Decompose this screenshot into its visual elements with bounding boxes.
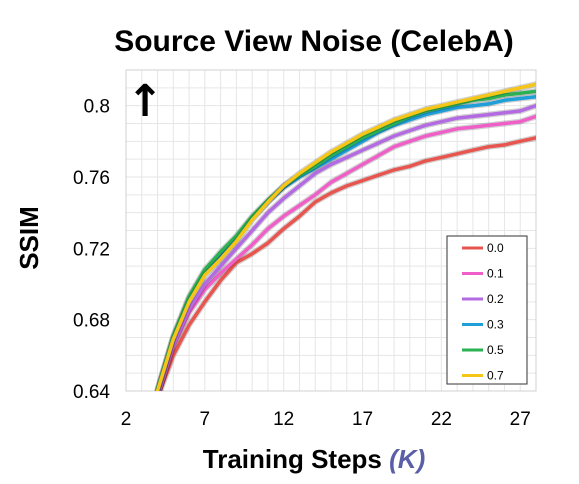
- series-line-0.1: [157, 114, 536, 391]
- legend-label: 0.7: [487, 369, 504, 383]
- x-tick-label: 27: [510, 409, 531, 430]
- series-group: [154, 81, 536, 391]
- y-tick-label: 0.72: [73, 239, 110, 260]
- y-tick-label: 0.64: [73, 382, 110, 403]
- legend-label: 0.1: [487, 267, 504, 281]
- y-tick-label: 0.8: [84, 97, 110, 118]
- legend: 0.0 0.1 0.2 0.3 0.5 0.7: [446, 235, 528, 385]
- x-axis-unit: (K): [389, 444, 425, 474]
- series-line-0.3: [155, 94, 536, 391]
- series-line-0.2: [157, 103, 536, 391]
- x-tick-labels: 2 7 12 17 22 27: [121, 409, 531, 430]
- series-line-0.5: [155, 89, 536, 391]
- x-tick-label: 12: [273, 409, 294, 430]
- up-arrow-icon: ↑: [127, 76, 164, 127]
- y-axis-label: SSIM: [14, 206, 44, 270]
- legend-label: 0.2: [487, 292, 504, 306]
- y-tick-labels: 0.64 0.68 0.72 0.76 0.8: [73, 97, 110, 403]
- legend-label: 0.3: [487, 318, 504, 332]
- x-axis-label: Training Steps (K): [203, 444, 425, 474]
- x-tick-label: 2: [121, 409, 132, 430]
- chart-title: Source View Noise (CelebA): [114, 25, 514, 58]
- legend-box: [446, 235, 528, 385]
- plot-area: [125, 69, 537, 392]
- x-tick-label: 7: [200, 409, 211, 430]
- x-tick-label: 17: [352, 409, 373, 430]
- series-line-0.0: [158, 136, 536, 391]
- x-axis-label-text: Training Steps: [203, 444, 382, 474]
- x-tick-label: 22: [431, 409, 452, 430]
- legend-label: 0.5: [487, 343, 504, 357]
- y-tick-label: 0.68: [73, 311, 110, 332]
- y-tick-label: 0.76: [73, 168, 110, 189]
- legend-label: 0.0: [487, 241, 504, 255]
- series-line-0.7: [155, 82, 536, 391]
